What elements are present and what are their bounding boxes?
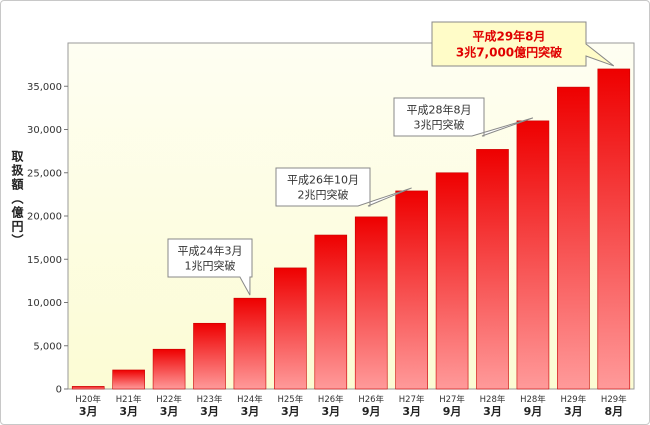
x-tick-label-month: 3月	[483, 405, 502, 418]
y-tick-label: 30,000	[27, 125, 62, 136]
x-tick-label-year: H29年	[601, 394, 627, 405]
x-tick-label-month: 9月	[524, 405, 543, 418]
x-tick-label-month: 3月	[241, 405, 260, 418]
x-tick-label-year: H27年	[439, 394, 465, 405]
x-tick-label-month: 9月	[443, 405, 462, 418]
x-tick-label-month: 3月	[321, 405, 340, 418]
x-tick-label-month: 9月	[362, 405, 381, 418]
x-tick-label-year: H29年	[560, 394, 586, 405]
bar	[435, 172, 469, 390]
y-tick-label: 10,000	[27, 298, 62, 309]
x-tick-label-month: 3月	[160, 405, 179, 418]
callout-text: 2兆円突破	[298, 188, 349, 202]
x-tick-label-month: 3月	[402, 405, 421, 418]
y-tick-label: 5,000	[33, 341, 62, 352]
x-tick-label-year: H28年	[520, 394, 546, 405]
bar	[557, 86, 590, 390]
x-tick-label-year: H24年	[237, 394, 263, 405]
callout-box	[275, 167, 412, 207]
callout-box	[431, 21, 615, 67]
x-tick-label-year: H26年	[318, 394, 344, 405]
callout-text: 平成28年8月	[407, 103, 472, 117]
y-tick-label: 35,000	[27, 82, 62, 93]
callout-box	[393, 97, 534, 137]
callout-box	[167, 238, 253, 296]
x-tick-label-month: 3月	[281, 405, 300, 418]
callout-text: 平成29年8月	[472, 29, 545, 44]
x-tick-label-year: H22年	[156, 394, 182, 405]
callout-text: 平成24年3月	[178, 244, 243, 258]
bar	[476, 149, 509, 390]
x-tick-label-month: 8月	[604, 405, 623, 418]
x-tick-label-month: 3月	[79, 405, 98, 418]
callout-text: 平成26年10月	[287, 173, 359, 187]
x-tick-label-month: 3月	[564, 405, 583, 418]
x-tick-label-year: H20年	[75, 394, 101, 405]
x-tick-label-month: 3月	[119, 405, 138, 418]
bar	[354, 216, 388, 390]
bar	[395, 190, 428, 390]
x-tick-label-year: H23年	[197, 394, 223, 405]
bar	[274, 267, 307, 390]
bar	[112, 369, 145, 390]
x-tick-label-year: H21年	[116, 394, 142, 405]
callout-text: 3兆7,000億円突破	[456, 45, 562, 60]
x-tick-label-year: H28年	[480, 394, 506, 405]
bar	[597, 68, 631, 390]
x-tick-label-month: 3月	[200, 405, 219, 418]
y-tick-label: 25,000	[27, 168, 62, 179]
y-tick-label: 15,000	[27, 255, 62, 266]
x-tick-label-year: H25年	[277, 394, 303, 405]
y-axis-title: 取扱額（億円）	[10, 150, 24, 248]
x-tick-label-year: H26年	[358, 394, 384, 405]
bar	[152, 348, 186, 390]
bar	[314, 234, 348, 390]
callout-text: 1兆円突破	[185, 259, 236, 273]
x-tick-label-year: H27年	[399, 394, 425, 405]
bar	[71, 386, 105, 390]
y-tick-label: 0	[56, 385, 62, 396]
callout-text: 3兆円突破	[414, 118, 465, 132]
y-tick-label: 20,000	[27, 212, 62, 223]
bar	[233, 297, 267, 390]
bar	[516, 120, 550, 390]
bar	[193, 322, 226, 390]
